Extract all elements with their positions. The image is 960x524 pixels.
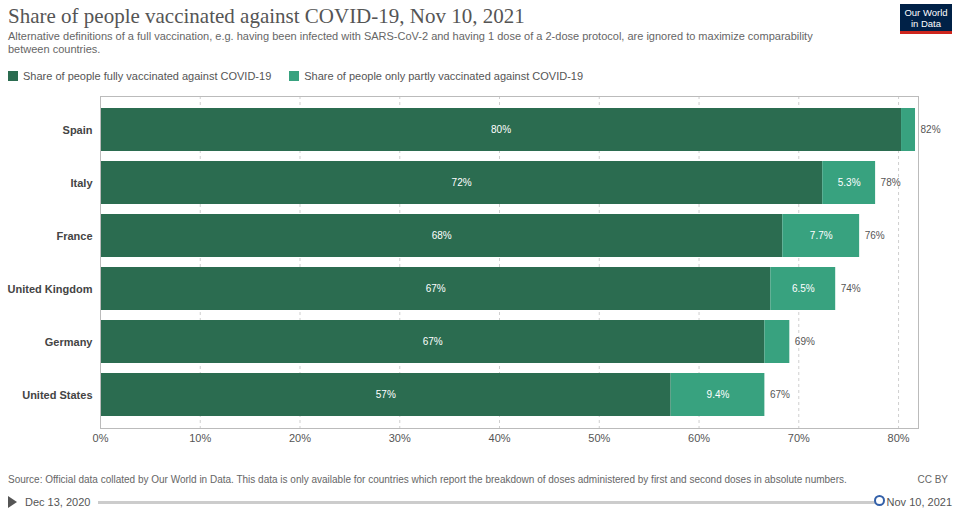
svg-text:70%: 70% <box>788 432 810 444</box>
svg-text:30%: 30% <box>389 432 411 444</box>
svg-text:57%: 57% <box>376 389 396 400</box>
html-text:Source: Official data collated: Source: Official data collated by Our Wo… <box>8 474 847 485</box>
svg-text:United Kingdom: United Kingdom <box>8 283 93 295</box>
svg-text:78%: 78% <box>881 177 901 188</box>
svg-text:68%: 68% <box>432 230 452 241</box>
svg-text:0%: 0% <box>93 432 109 444</box>
svg-text:72%: 72% <box>452 177 472 188</box>
html-text:Share of people fully vaccinat: Share of people fully vaccinated against… <box>23 70 272 82</box>
svg-text:40%: 40% <box>489 432 511 444</box>
svg-text:82%: 82% <box>921 124 941 135</box>
svg-text:5.3%: 5.3% <box>838 177 861 188</box>
svg-text:67%: 67% <box>426 283 446 294</box>
svg-text:50%: 50% <box>588 432 610 444</box>
svg-text:67%: 67% <box>423 336 443 347</box>
svg-text:20%: 20% <box>289 432 311 444</box>
html-text:Dec 13, 2020: Dec 13, 2020 <box>25 496 91 508</box>
svg-text:Spain: Spain <box>63 124 93 136</box>
svg-text:74%: 74% <box>841 283 861 294</box>
html-text:Alternative definitions of a f: Alternative definitions of a full vaccin… <box>8 30 813 55</box>
svg-text:60%: 60% <box>688 432 710 444</box>
svg-text:6.5%: 6.5% <box>792 283 815 294</box>
svg-text:9.4%: 9.4% <box>707 389 730 400</box>
svg-text:10%: 10% <box>189 432 211 444</box>
svg-text:80%: 80% <box>888 432 910 444</box>
svg-text:Italy: Italy <box>70 177 93 189</box>
html-text:CC BY: CC BY <box>917 474 948 485</box>
svg-text:67%: 67% <box>770 389 790 400</box>
html-text:Share of people vaccinated aga: Share of people vaccinated against COVID… <box>8 4 525 28</box>
svg-text:7.7%: 7.7% <box>810 230 833 241</box>
html-text:Nov 10, 2021: Nov 10, 2021 <box>886 496 952 508</box>
svg-text:69%: 69% <box>795 336 815 347</box>
svg-text:76%: 76% <box>865 230 885 241</box>
svg-text:Germany: Germany <box>45 336 94 348</box>
svg-text:United States: United States <box>22 389 92 401</box>
svg-text:80%: 80% <box>491 124 511 135</box>
html-text:Share of people only partly va: Share of people only partly vaccinated a… <box>304 70 584 82</box>
html-text:Our World in Data: Our World in Data <box>904 7 948 29</box>
svg-text:France: France <box>56 230 92 242</box>
